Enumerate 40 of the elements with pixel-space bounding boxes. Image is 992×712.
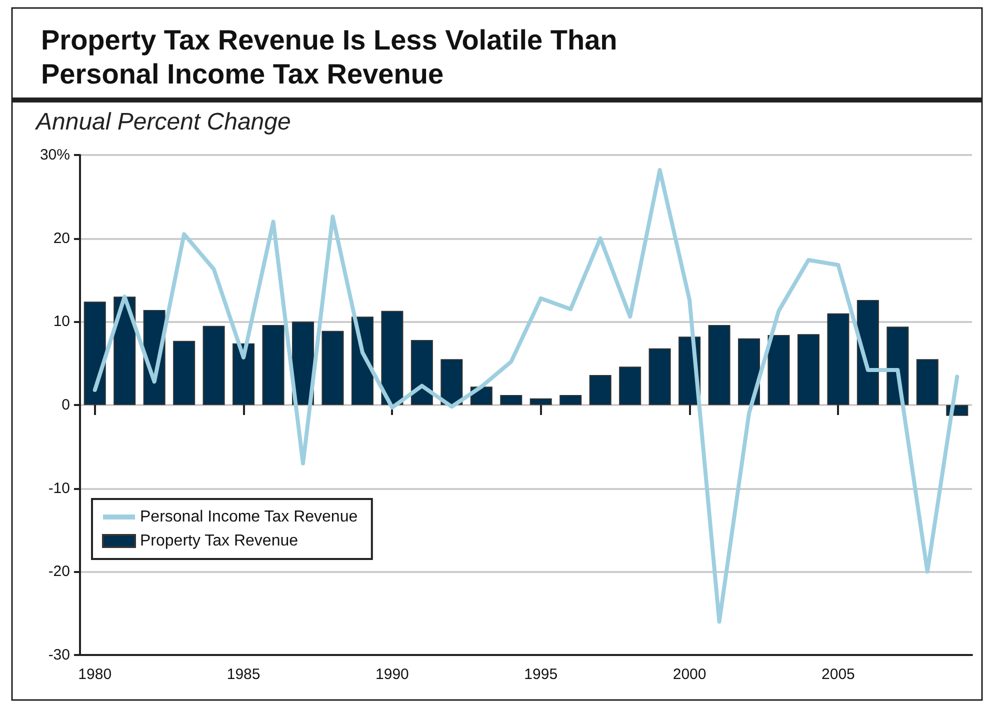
y-tick-label: 0: [62, 396, 70, 414]
y-tick-label: -30: [48, 646, 70, 664]
bar: [500, 395, 522, 405]
bar: [232, 343, 255, 405]
bar: [410, 340, 433, 405]
bar: [322, 330, 344, 405]
x-tick-label: 1995: [524, 666, 558, 683]
bar: [797, 334, 820, 405]
bar: [916, 359, 938, 405]
y-axis-title: Annual Percent Change: [34, 108, 291, 136]
x-tick-label: 1980: [78, 666, 112, 683]
bar: [202, 326, 225, 405]
y-tick-label: -10: [48, 480, 70, 497]
legend-label: Property Tax Revenue: [140, 532, 298, 550]
x-tick-label: 1985: [226, 666, 260, 683]
legend-label: Personal Income Tax Revenue: [140, 508, 358, 526]
bar: [381, 310, 404, 405]
x-tick-label: 2000: [672, 666, 706, 683]
y-tick-label: 10: [53, 313, 70, 330]
y-tick-label: 30%: [40, 146, 70, 164]
bar: [768, 335, 790, 405]
bar: [619, 366, 642, 405]
bar: [173, 340, 196, 405]
chart-title: Property Tax Revenue Is Less Volatile Than Personal Income Tax Revenue: [41, 24, 626, 90]
bar: [262, 325, 284, 405]
line-series: [92, 168, 960, 624]
bar: [530, 398, 552, 405]
bar: [84, 302, 106, 405]
bar: [708, 325, 730, 405]
bar: [648, 348, 671, 405]
bar: [738, 338, 760, 405]
bar: [827, 313, 850, 405]
bar: [856, 300, 879, 405]
bar: [440, 359, 463, 405]
x-tick-label: 2005: [822, 666, 855, 683]
x-tick-label: 1990: [376, 666, 409, 683]
y-tick-label: 20: [53, 230, 70, 247]
bar: [560, 395, 582, 405]
bar: [589, 375, 612, 405]
y-tick-label: -20: [48, 563, 70, 580]
